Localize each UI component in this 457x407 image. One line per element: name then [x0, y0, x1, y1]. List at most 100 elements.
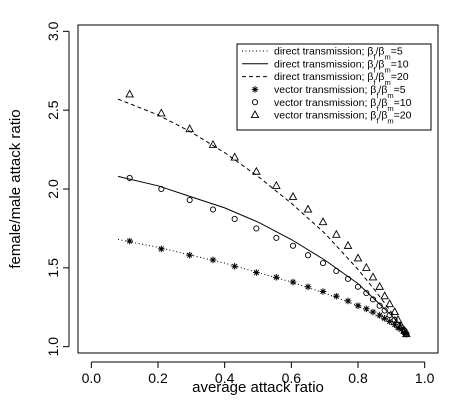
data-point	[209, 206, 217, 213]
data-point	[230, 152, 240, 161]
data-point	[354, 283, 362, 290]
data-point	[333, 267, 340, 275]
data-point	[186, 251, 193, 259]
legend-marker-sample	[251, 86, 259, 93]
y-tick-label: 3.0	[45, 21, 61, 41]
data-point	[331, 229, 341, 238]
legend-item: direct transmission; βf/βm=20	[242, 71, 409, 87]
series-line-3	[117, 98, 409, 335]
data-point	[353, 253, 363, 262]
data-point	[385, 299, 395, 308]
data-point	[209, 256, 217, 264]
legend-marker-sample	[250, 110, 260, 119]
series-line-2	[117, 175, 409, 335]
data-point	[393, 314, 403, 323]
data-point	[369, 296, 377, 303]
legend-item: direct transmission; βf/βm=5	[242, 46, 403, 62]
data-point	[186, 196, 193, 204]
x-tick-label: 0.6	[282, 370, 302, 386]
data-point	[156, 108, 166, 117]
legend-label: vector transmission; βf/βm=20	[274, 110, 412, 126]
data-point	[126, 174, 133, 182]
data-point	[288, 191, 298, 200]
data-point	[319, 260, 327, 267]
data-point	[363, 290, 370, 297]
data-point	[304, 283, 312, 291]
data-point	[208, 139, 218, 148]
plot-frame	[77, 24, 439, 354]
data-point	[289, 278, 297, 286]
y-tick-label: 2.0	[45, 179, 61, 199]
series-points	[125, 89, 411, 338]
legend-label: direct transmission; βf/βm=10	[274, 58, 409, 74]
x-axis: 0.0 0.2 0.4 0.6 0.8 1.0	[82, 361, 435, 386]
marker-series-1	[126, 237, 410, 338]
data-point	[125, 89, 135, 98]
series-line-1	[117, 239, 409, 335]
data-point	[333, 292, 340, 300]
data-point	[401, 329, 411, 338]
data-point	[253, 269, 260, 276]
data-point	[386, 312, 393, 319]
data-point	[344, 297, 352, 305]
data-point	[380, 291, 390, 300]
data-point	[354, 302, 362, 309]
y-tick-label: 1.5	[45, 258, 61, 278]
x-tick-label: 0.4	[215, 370, 235, 386]
marker-series-2	[126, 174, 410, 338]
data-point	[303, 204, 313, 213]
data-point	[318, 217, 328, 226]
legend-label: direct transmission; βf/βm=5	[274, 46, 403, 62]
legend-box	[236, 43, 432, 131]
y-axis-label: female/male attack ratio	[7, 109, 24, 268]
legend-item: vector transmission; βf/βm=10	[251, 97, 412, 113]
data-point	[253, 225, 260, 232]
data-point	[251, 166, 261, 175]
x-tick-label: 0.0	[82, 370, 102, 386]
data-point	[368, 272, 378, 281]
data-point	[158, 185, 165, 193]
legend-label: vector transmission; βf/βm=10	[274, 97, 412, 113]
series-lines	[117, 98, 409, 335]
legend-marker-sample	[251, 99, 259, 106]
x-tick-label: 0.8	[348, 370, 368, 386]
data-point	[363, 305, 370, 313]
y-tick-label: 1.0	[45, 337, 61, 357]
data-point	[273, 234, 280, 241]
data-point	[394, 321, 402, 328]
data-point	[376, 302, 383, 309]
data-point	[396, 321, 406, 330]
legend-item: vector transmission; βf/βm=20	[250, 110, 412, 126]
legend-item: direct transmission; βf/βm=10	[242, 58, 409, 74]
data-point	[376, 311, 383, 319]
data-point	[344, 275, 352, 282]
data-point	[185, 124, 195, 133]
data-point	[386, 318, 393, 325]
data-point	[381, 307, 388, 314]
data-point	[343, 240, 353, 249]
x-tick-label: 0.2	[148, 370, 168, 386]
x-tick-label: 1.0	[415, 370, 435, 386]
data-point	[390, 307, 400, 316]
data-point	[375, 281, 385, 290]
x-axis-label: average attack ratio	[192, 379, 324, 396]
y-axis: 1.0 1.5 2.0 2.5 3.0	[45, 21, 70, 357]
data-point	[273, 274, 280, 281]
data-point	[381, 315, 388, 322]
data-point	[289, 242, 297, 249]
y-tick-label: 2.5	[45, 100, 61, 120]
marker-series-3	[125, 89, 411, 338]
legend-label: direct transmission; βf/βm=20	[274, 71, 409, 87]
data-point	[231, 215, 238, 223]
legend-label: vector transmission; βf/βm=5	[274, 84, 406, 100]
data-point	[361, 262, 371, 271]
data-point	[231, 262, 238, 270]
data-point	[369, 308, 377, 316]
data-point	[271, 180, 281, 189]
data-point	[126, 237, 133, 245]
data-point	[319, 288, 327, 295]
data-point	[304, 252, 312, 259]
data-point	[158, 245, 165, 253]
